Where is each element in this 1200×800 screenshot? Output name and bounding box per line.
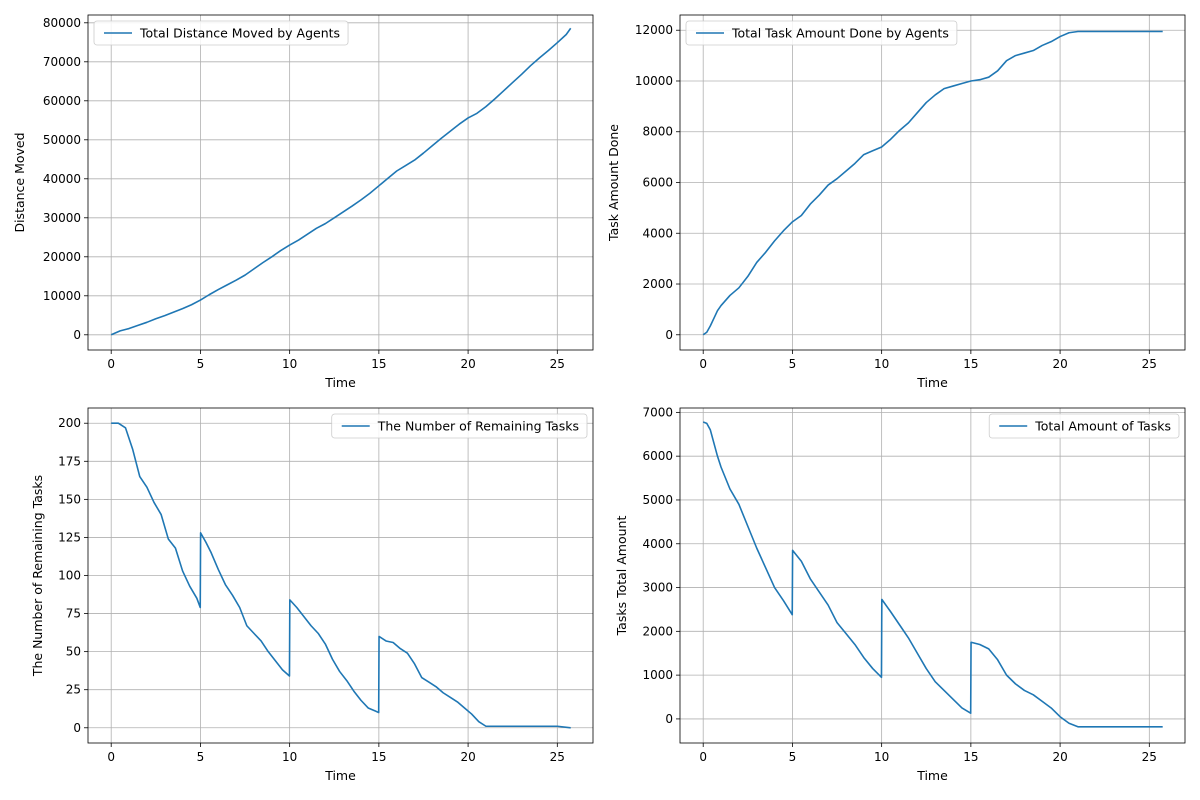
legend-label: Total Task Amount Done by Agents [731,26,949,41]
x-tick-label: 0 [107,750,115,764]
y-tick-label: 7000 [642,405,673,419]
y-axis-label: Tasks Total Amount [614,516,629,637]
y-axis-label: Task Amount Done [606,124,621,242]
x-tick-label: 20 [460,750,475,764]
x-tick-label: 20 [460,357,475,371]
y-tick-label: 6000 [642,176,673,190]
y-tick-label: 8000 [642,125,673,139]
y-tick-label: 6000 [642,449,673,463]
x-axis-label: Time [916,768,948,783]
legend-box [93,20,349,46]
y-tick-label: 125 [58,530,81,544]
x-axis-label: Time [324,768,356,783]
legend: Total Amount of Tasks [988,413,1180,439]
y-tick-label: 150 [58,492,81,506]
x-tick-label: 25 [1142,750,1157,764]
legend: Total Task Amount Done by Agents [685,20,958,46]
series-line-1 [702,30,1163,336]
y-tick-label: 20000 [43,250,81,264]
x-tick-label: 0 [699,750,707,764]
y-tick-label: 2000 [642,624,673,638]
x-tick-label: 5 [197,750,205,764]
y-tick-label: 60000 [43,94,81,108]
y-axis-label: The Number of Remaining Tasks [30,475,45,677]
chart-panel-3: 0 5 10 15 20 25 0 25 50 75 100 125 150 175 200 Time The … [30,407,594,783]
x-tick-label: 20 [1052,357,1067,371]
axes-frame [87,14,594,351]
series-line-1 [111,422,571,729]
y-tick-label: 80000 [43,16,81,30]
x-tick-label: 0 [107,357,115,371]
y-tick-label: 0 [73,721,81,735]
x-tick-label: 0 [699,357,707,371]
y-tick-label: 30000 [43,211,81,225]
y-tick-label: 50 [66,645,81,659]
x-tick-label: 5 [789,750,797,764]
x-tick-label: 25 [1142,357,1157,371]
x-tick-label: 25 [550,750,565,764]
y-tick-label: 12000 [635,23,673,37]
legend-label: Total Distance Moved by Agents [139,26,340,41]
y-tick-label: 4000 [642,537,673,551]
x-tick-label: 10 [282,750,297,764]
y-tick-label: 0 [665,328,673,342]
x-tick-label: 15 [371,357,386,371]
x-tick-label: 25 [550,357,565,371]
x-tick-label: 10 [874,357,889,371]
y-tick-label: 1000 [642,668,673,682]
y-tick-label: 2000 [642,277,673,291]
x-tick-label: 10 [874,750,889,764]
x-tick-label: 20 [1052,750,1067,764]
series-line-1 [702,421,1163,728]
y-tick-label: 0 [665,712,673,726]
y-tick-label: 10000 [635,74,673,88]
y-tick-label: 70000 [43,55,81,69]
x-tick-label: 15 [371,750,386,764]
axes-frame [679,407,1186,744]
y-tick-label: 10000 [43,289,81,303]
legend-box [331,413,588,439]
y-tick-label: 0 [73,328,81,342]
x-tick-label: 5 [789,357,797,371]
y-tick-label: 3000 [642,581,673,595]
y-tick-label: 40000 [43,172,81,186]
x-tick-label: 15 [963,750,978,764]
y-tick-label: 75 [66,607,81,621]
x-tick-label: 5 [197,357,205,371]
series-line-1 [110,27,572,336]
y-tick-label: 50000 [43,133,81,147]
x-axis-label: Time [916,375,948,390]
y-tick-label: 100 [58,569,81,583]
legend-box [685,20,958,46]
legend: The Number of Remaining Tasks [331,413,588,439]
legend: Total Distance Moved by Agents [93,20,349,46]
y-tick-label: 4000 [642,226,673,240]
y-tick-label: 5000 [642,493,673,507]
chart-panel-4: 0 5 10 15 20 25 0 1000 2000 3000 4000 5000 6000 7000 T… [614,405,1186,783]
chart-panel-2: 0 5 10 15 20 25 0 2000 4000 6000 8000 10000 12000 Tim… [606,14,1186,390]
legend-box [988,413,1180,439]
legend-label: Total Amount of Tasks [1034,419,1171,434]
y-tick-label: 175 [58,454,81,468]
legend-label: The Number of Remaining Tasks [377,419,579,434]
x-tick-label: 15 [963,357,978,371]
chart-panel-1: 0 5 10 15 20 25 0 10000 20000 30000 40000 50000 6000… [12,14,594,390]
y-tick-label: 200 [58,416,81,430]
x-axis-label: Time [324,375,356,390]
y-tick-label: 25 [66,683,81,697]
y-axis-label: Distance Moved [12,132,27,232]
x-tick-label: 10 [282,357,297,371]
